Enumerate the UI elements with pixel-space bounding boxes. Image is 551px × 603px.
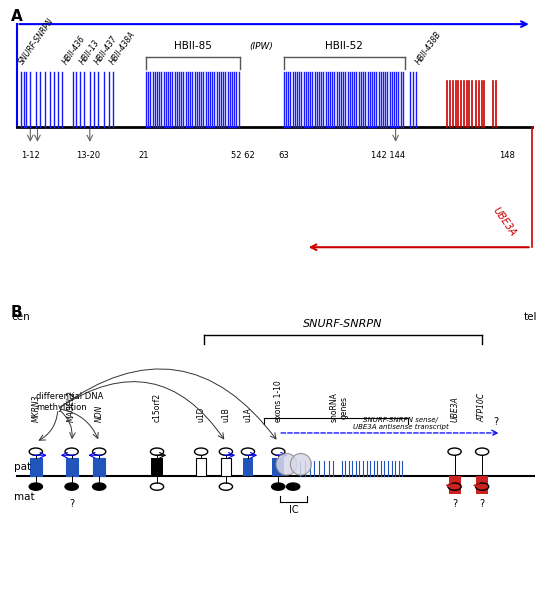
Text: differential DNA
methylation: differential DNA methylation [36,393,103,412]
Text: u1A: u1A [244,407,252,422]
Text: HBII-52: HBII-52 [326,41,363,51]
Text: HBII-436: HBII-436 [62,34,88,66]
Text: HBII-438A: HBII-438A [109,30,138,66]
Text: u1B: u1B [222,408,230,422]
Text: NDN: NDN [95,405,104,422]
Text: 21: 21 [138,151,149,160]
Text: SNURF-SNRPN: SNURF-SNRPN [303,318,383,329]
Text: ?: ? [493,417,499,428]
Bar [66,458,78,476]
Text: pat: pat [14,463,31,472]
Text: 52 62: 52 62 [230,151,255,160]
Text: SNURF-SNRPN sense/
UBE3A antisense transcript: SNURF-SNRPN sense/ UBE3A antisense trans… [353,417,449,430]
Text: 142 144: 142 144 [371,151,406,160]
Bar [449,476,461,494]
Text: 63: 63 [278,151,289,160]
Ellipse shape [290,453,311,475]
Text: 13-20: 13-20 [76,151,100,160]
Text: ATP10C: ATP10C [478,393,487,422]
Text: SNURF-SNRPN: SNURF-SNRPN [18,16,56,66]
Text: tel: tel [523,312,537,321]
Bar [196,458,206,476]
Text: c15orf2: c15orf2 [153,393,161,422]
Text: ?: ? [452,499,457,510]
Text: UBE3A: UBE3A [450,396,459,422]
Text: cen: cen [11,312,30,321]
Circle shape [287,483,300,490]
Text: UBE3A: UBE3A [490,205,517,238]
Ellipse shape [276,453,297,475]
Text: MAGEL2: MAGEL2 [67,390,76,422]
Text: exons 1-10: exons 1-10 [274,380,283,422]
Text: B: B [11,305,23,320]
Circle shape [93,483,106,490]
Text: HBII-13: HBII-13 [78,38,101,66]
Bar [476,476,488,494]
Text: HBII-85: HBII-85 [174,41,212,51]
Text: ?: ? [479,499,485,510]
Bar [151,458,163,476]
Text: ?: ? [69,499,74,510]
Text: IC: IC [289,505,299,516]
Text: snoRNA
genes: snoRNA genes [329,392,349,422]
Text: u1D: u1D [197,406,206,422]
Text: HBII-438B: HBII-438B [414,30,444,66]
Text: 1-12: 1-12 [21,151,40,160]
Bar [243,458,253,476]
Bar [221,458,231,476]
Text: HBII-437: HBII-437 [94,34,120,66]
Text: MKRN3: MKRN3 [31,394,40,422]
Circle shape [29,483,42,490]
Text: A: A [11,9,23,24]
Bar [93,458,105,476]
Bar [30,458,42,476]
Text: mat: mat [14,493,34,502]
Circle shape [272,483,285,490]
Text: (IPW): (IPW) [250,42,274,51]
Bar [272,458,284,476]
Circle shape [65,483,78,490]
Text: 148: 148 [499,151,515,160]
